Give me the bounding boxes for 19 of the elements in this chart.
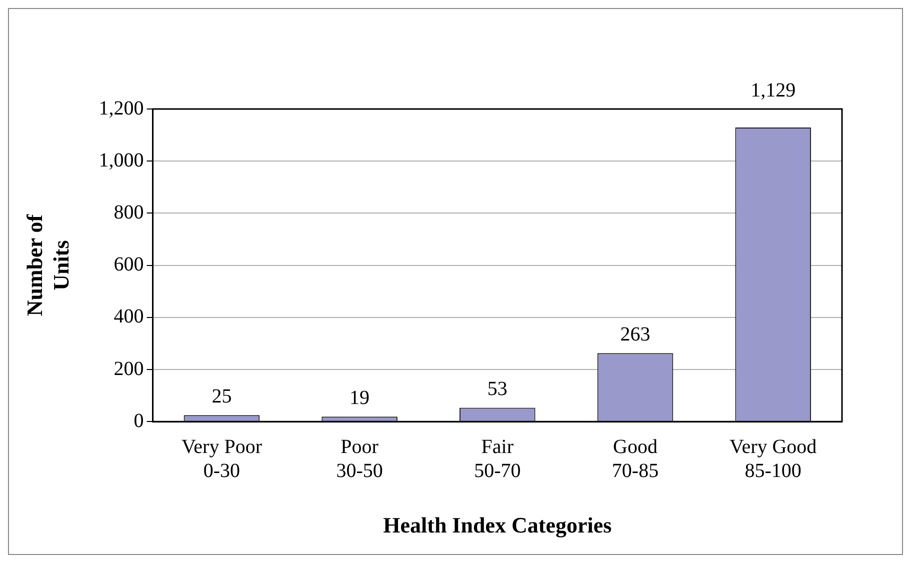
y-tick-label: 0 [134,410,144,432]
data-label: 53 [487,378,508,400]
y-tick-label: 1,200 [98,97,144,120]
data-label: 1,129 [750,79,796,102]
y-tick-label: 200 [114,358,144,380]
x-tick-label: Fair 50-70 [474,436,521,482]
x-tick-label: Good 70-85 [612,436,659,482]
x-tick-label: Poor 30-50 [336,436,383,482]
y-axis-title: Number of Units [22,214,74,316]
x-tick-label: Very Poor 0-30 [181,436,262,482]
y-tick-label: 1,000 [98,149,144,172]
x-axis-title: Health Index Categories [383,512,612,538]
y-tick-label: 600 [114,254,144,276]
data-label: 19 [350,386,370,409]
y-tick-label: 400 [114,306,144,328]
data-label: 25 [212,385,232,408]
x-tick-label: Very Good 85-100 [729,436,817,482]
data-label: 263 [620,323,650,346]
y-tick-label: 800 [114,201,144,224]
